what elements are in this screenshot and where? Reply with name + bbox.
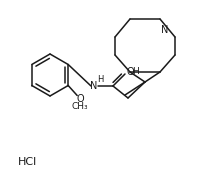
Text: HCl: HCl <box>18 157 37 167</box>
Text: H: H <box>132 68 139 76</box>
Text: O: O <box>126 67 133 77</box>
Text: CH₃: CH₃ <box>72 102 88 111</box>
Text: H: H <box>96 76 103 84</box>
Text: O: O <box>76 94 84 104</box>
Text: N: N <box>161 25 168 35</box>
Text: N: N <box>90 81 97 91</box>
